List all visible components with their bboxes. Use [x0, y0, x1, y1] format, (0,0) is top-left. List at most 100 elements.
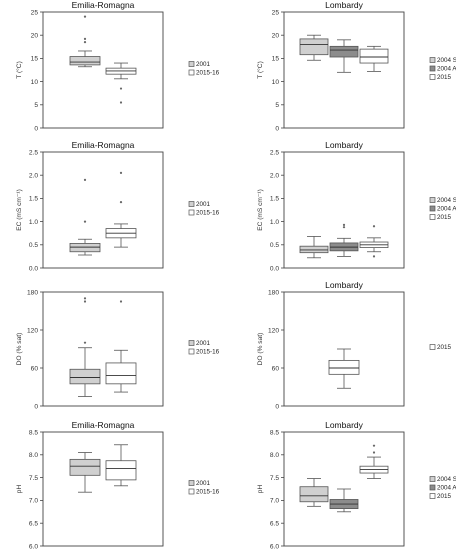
- y-tick-label: 0.5: [29, 242, 38, 249]
- y-tick-label: 60: [31, 365, 39, 372]
- legend-label: 2004 AUT: [437, 66, 456, 73]
- outlier-point: [342, 226, 346, 229]
- outlier-point: [119, 171, 123, 174]
- y-tick-label: 15: [31, 56, 39, 63]
- y-tick-label: 8.5: [270, 429, 279, 436]
- legend-label: 2015-16: [196, 349, 220, 356]
- y-tick-label: 180: [268, 289, 279, 296]
- legend-swatch: [429, 476, 436, 482]
- y-tick-label: 1.5: [270, 196, 279, 203]
- y-tick-label: 1.0: [29, 219, 38, 226]
- legend-swatch: [188, 488, 195, 495]
- y-tick-label: 0: [34, 403, 38, 410]
- legend-swatch: [429, 197, 436, 203]
- y-tick-label: 15: [272, 56, 280, 63]
- outlier-point: [83, 37, 87, 41]
- outlier-point: [83, 341, 87, 344]
- y-tick-label: 1.5: [29, 196, 38, 203]
- box-iqr: [328, 359, 360, 375]
- y-tick-label: 180: [27, 289, 38, 296]
- y-tick-label: 0.0: [270, 265, 279, 272]
- outlier-point: [119, 300, 123, 303]
- legend-swatch: [188, 480, 195, 486]
- y-tick-label: 0.0: [29, 265, 38, 272]
- legend-swatch: [429, 484, 436, 491]
- legend-swatch: [429, 74, 436, 80]
- outlier-point: [83, 220, 87, 223]
- outlier-point: [119, 101, 123, 104]
- legend-label: 2001: [196, 61, 211, 68]
- y-tick-label: 0: [275, 125, 279, 132]
- outlier-point: [342, 223, 346, 226]
- legend-swatch: [188, 348, 195, 355]
- y-tick-label: 2.5: [29, 149, 38, 156]
- y-axis-label: T (°C): [15, 61, 23, 79]
- y-tick-label: 0: [34, 125, 38, 132]
- chart-panel: Emilia-Romagna 6.0 6.5 7.0 7.5 8.0 8.5 pH 2001 20…: [16, 420, 220, 550]
- outlier-point: [372, 255, 376, 258]
- y-tick-label: 60: [272, 365, 280, 372]
- outlier-point: [83, 300, 87, 303]
- outlier-point: [83, 297, 87, 300]
- y-tick-label: 6.5: [29, 521, 38, 528]
- y-tick-label: 20: [272, 33, 280, 40]
- legend-label: 2015: [437, 74, 452, 81]
- chart-panel: Lombardy 0 5 10 15 20 25 T (°C) 2004 SUM 2004 AUT…: [256, 0, 456, 132]
- legend-label: 2015: [437, 344, 452, 351]
- chart-title: Lombardy: [325, 280, 364, 290]
- chart-panel: Lombardy 0 60 120 180 DO (% sat) 2015: [257, 280, 452, 410]
- y-tick-label: 8.5: [29, 429, 38, 436]
- box-iqr: [69, 368, 101, 385]
- outlier-point: [119, 87, 123, 90]
- y-tick-label: 7.5: [29, 475, 38, 482]
- plot-frame: [283, 291, 405, 407]
- legend-swatch: [429, 65, 436, 72]
- chart-title: Emilia-Romagna: [72, 140, 135, 150]
- chart-title: Lombardy: [325, 140, 364, 150]
- y-tick-label: 10: [31, 79, 39, 86]
- box-iqr: [359, 48, 389, 64]
- y-tick-label: 7.0: [29, 498, 38, 505]
- legend-label: 2004 AUT: [437, 485, 456, 492]
- chart-panel: Lombardy 6.0 6.5 7.0 7.5 8.0 8.5 pH 2004 SUM 2004…: [257, 420, 456, 550]
- y-axis-label: EC (mS cm⁻¹): [257, 189, 264, 231]
- legend-swatch: [429, 344, 436, 350]
- plot-frame: [42, 431, 164, 547]
- y-tick-label: 8.0: [29, 452, 38, 459]
- y-tick-label: 10: [272, 79, 280, 86]
- chart-panel: Lombardy 0.0 0.5 1.0 1.5 2.0 2.5 EC (mS cm⁻¹) 20…: [257, 140, 456, 272]
- chart-title: Lombardy: [325, 420, 364, 430]
- legend-label: 2001: [196, 480, 211, 487]
- legend-label: 2004 SUM: [437, 197, 456, 204]
- y-axis-label: T (°C): [256, 61, 264, 79]
- legend-label: 2004 SUM: [437, 57, 456, 64]
- outlier-point: [119, 201, 123, 204]
- legend-label: 2015-16: [196, 489, 220, 496]
- chart-title: Emilia-Romagna: [72, 420, 135, 430]
- legend-label: 2015-16: [196, 70, 220, 77]
- chart-panel: 0 60 120 180 DO (% sat) 2001 2015-16: [16, 289, 220, 410]
- chart-title: Emilia-Romagna: [72, 0, 135, 10]
- plot-frame: [283, 11, 405, 129]
- y-axis-label: pH: [257, 485, 264, 494]
- legend-label: 2015: [437, 493, 452, 500]
- y-tick-label: 25: [272, 9, 280, 16]
- outlier-point: [83, 178, 87, 181]
- y-tick-label: 25: [31, 9, 39, 16]
- y-axis-label: DO (% sat): [16, 333, 23, 366]
- y-tick-label: 7.5: [270, 475, 279, 482]
- outlier-point: [372, 225, 376, 228]
- y-tick-label: 7.0: [270, 498, 279, 505]
- outlier-point: [83, 15, 87, 18]
- box-iqr: [105, 460, 137, 481]
- plot-frame: [42, 11, 164, 129]
- y-tick-label: 20: [31, 33, 39, 40]
- y-tick-label: 8.0: [270, 452, 279, 459]
- outlier-point: [372, 451, 376, 454]
- box-iqr: [299, 486, 329, 503]
- box-iqr: [105, 362, 137, 385]
- plot-frame: [283, 431, 405, 547]
- outlier-point: [372, 444, 376, 447]
- chart-title: Lombardy: [325, 0, 364, 10]
